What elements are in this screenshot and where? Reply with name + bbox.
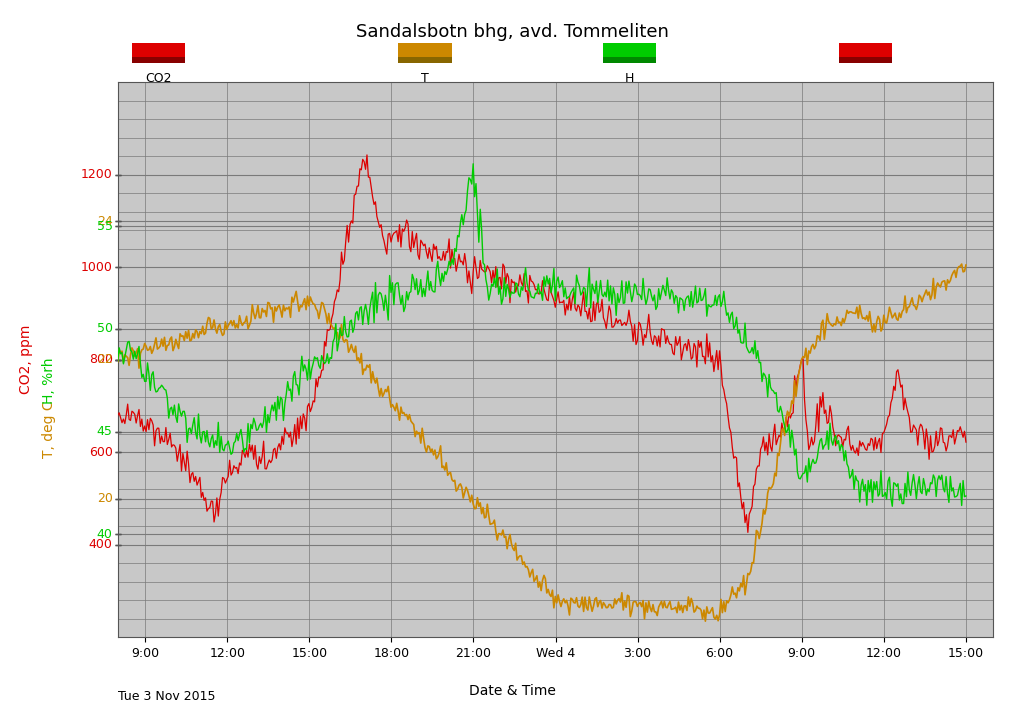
Text: CO2, ppm: CO2, ppm — [18, 325, 33, 395]
Text: 1000: 1000 — [81, 261, 113, 274]
Text: 400: 400 — [89, 538, 113, 551]
Text: 1200: 1200 — [81, 168, 113, 181]
Text: Tue 3 Nov 2015: Tue 3 Nov 2015 — [118, 690, 215, 703]
Text: H: H — [625, 72, 635, 84]
Text: Sandalsbotn bhg, avd. Tommeliten: Sandalsbotn bhg, avd. Tommeliten — [355, 23, 669, 41]
Text: 45: 45 — [96, 425, 113, 438]
Text: Date & Time: Date & Time — [469, 684, 555, 698]
Text: 55: 55 — [96, 220, 113, 233]
Text: 600: 600 — [89, 446, 113, 459]
Text: 24: 24 — [97, 215, 113, 228]
Text: CO2: CO2 — [145, 72, 172, 84]
Text: 22: 22 — [97, 353, 113, 367]
Text: 20: 20 — [96, 492, 113, 505]
Text: T: T — [421, 72, 429, 84]
Text: 50: 50 — [96, 322, 113, 336]
Text: 800: 800 — [89, 353, 113, 367]
Text: T, deg C: T, deg C — [42, 400, 56, 458]
Text: H, %rh: H, %rh — [42, 357, 56, 404]
Text: 40: 40 — [96, 528, 113, 541]
